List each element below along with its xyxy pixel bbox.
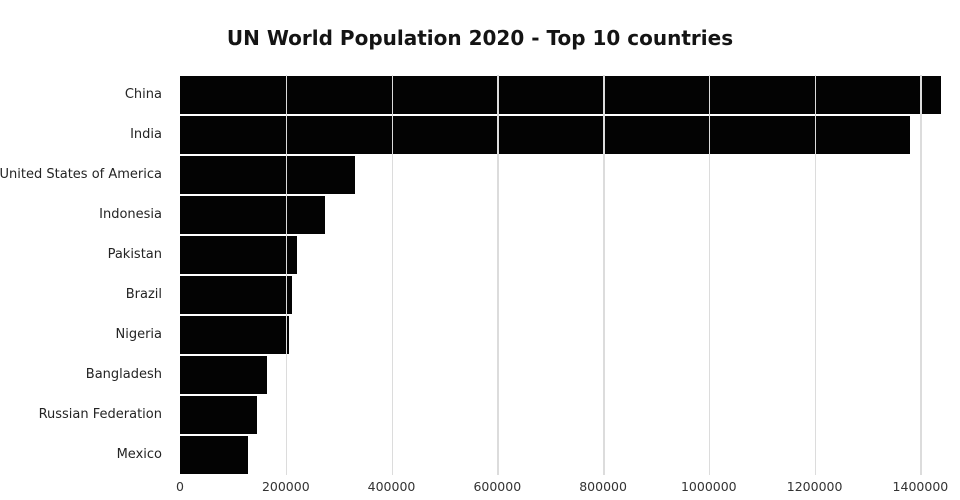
gridline: [285, 75, 288, 475]
bar: [180, 116, 910, 154]
x-tick-label: 600000: [473, 479, 522, 494]
bar: [180, 316, 289, 354]
bar: [180, 276, 293, 314]
gridline: [708, 75, 711, 475]
value-axis: 0 200000 400000 600000 800000 1000000 1200000 1…: [176, 479, 960, 499]
category-axis: China India United States of America Indone…: [0, 75, 170, 475]
gridline: [814, 75, 817, 475]
category-label: China: [124, 87, 162, 102]
bar: [180, 196, 325, 234]
category-label: Mexico: [116, 447, 162, 462]
x-tick-label: 1400000: [892, 479, 949, 494]
category-label: India: [130, 127, 162, 142]
category-label: Pakistan: [107, 247, 162, 262]
bar: [180, 396, 258, 434]
category-label: United States of America: [0, 167, 162, 182]
plot-area: [180, 75, 950, 475]
x-tick-label: 200000: [261, 479, 310, 494]
bar: [180, 76, 942, 114]
bar: [180, 356, 268, 394]
category-label: Russian Federation: [38, 407, 162, 422]
bar: [180, 236, 297, 274]
x-tick-label: 800000: [579, 479, 627, 494]
gridline: [391, 75, 393, 475]
bar: [180, 436, 249, 474]
x-tick-label: 400000: [367, 479, 416, 494]
category-label: Indonesia: [99, 207, 162, 222]
x-tick-label: 1200000: [786, 479, 843, 494]
bar: [180, 156, 355, 194]
chart-title: UN World Population 2020 - Top 10 countr…: [226, 26, 734, 50]
gridline: [920, 75, 922, 475]
x-tick-label: 1000000: [680, 479, 737, 494]
gridline: [603, 75, 605, 475]
x-tick-label: 0: [176, 479, 184, 494]
category-label: Nigeria: [115, 327, 162, 342]
category-label: Brazil: [125, 287, 162, 302]
category-label: Bangladesh: [85, 367, 162, 382]
gridline: [497, 75, 499, 475]
